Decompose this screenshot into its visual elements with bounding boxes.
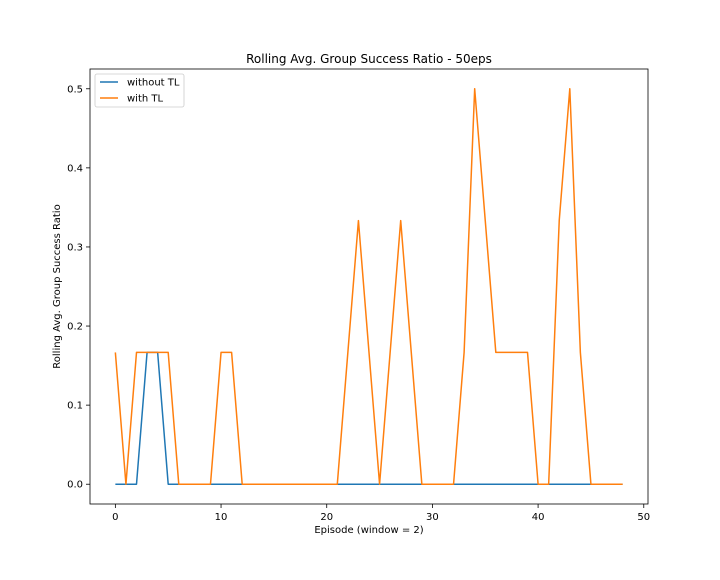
plot-frame	[89, 68, 649, 505]
legend: without TL with TL	[94, 73, 185, 108]
x-tick-label: 20	[320, 512, 333, 523]
x-tick-label: 40	[532, 512, 545, 523]
x-tick-label: 30	[426, 512, 439, 523]
x-tick-label: 50	[637, 512, 650, 523]
y-axis-label: Rolling Avg. Group Success Ratio	[52, 204, 63, 368]
plot-area	[114, 88, 623, 485]
x-tick-label: 10	[215, 512, 228, 523]
chart-title: Rolling Avg. Group Success Ratio - 50eps	[246, 52, 492, 66]
y-tick-label: 0.4	[67, 163, 83, 174]
x-tick-label: 0	[112, 512, 118, 523]
legend-label: without TL	[127, 78, 180, 89]
series-line-with-tl	[114, 88, 623, 485]
y-tick-label: 0.2	[67, 322, 83, 333]
axes: 0 10 20 30 40 50 0.0 0.1 0.2 0.3 0.4 0.5	[67, 84, 650, 523]
x-axis-label: Episode (window = 2)	[314, 525, 423, 536]
y-tick-label: 0.1	[67, 401, 83, 412]
y-tick-label: 0.0	[67, 480, 83, 491]
y-tick-label: 0.3	[67, 242, 83, 253]
y-tick-label: 0.5	[67, 84, 83, 95]
legend-label: with TL	[127, 94, 164, 105]
